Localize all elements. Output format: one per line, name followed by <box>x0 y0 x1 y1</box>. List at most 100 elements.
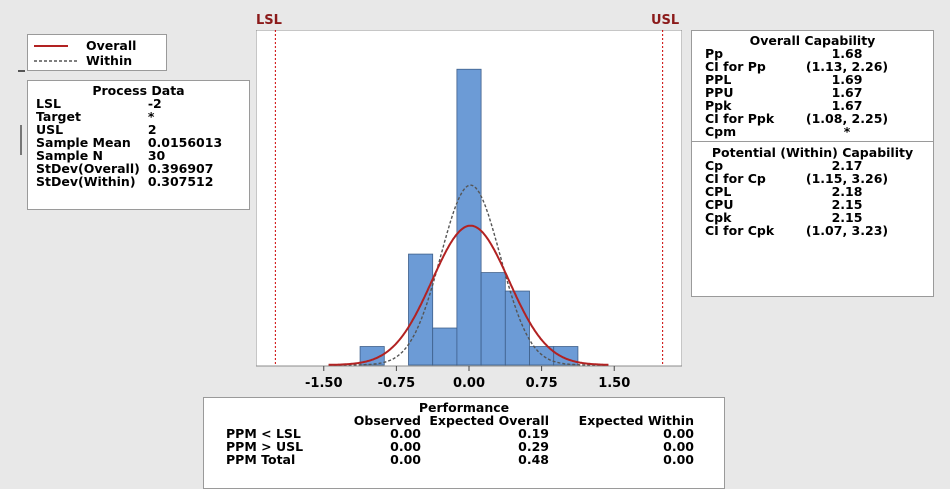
process-data-row: LSL -2 <box>36 97 241 110</box>
performance-cell: 0.29 <box>518 439 549 454</box>
potential-capability-label: Cp <box>705 158 724 173</box>
process-data-label: LSL <box>36 96 61 111</box>
overall-capability-label: Pp <box>705 46 724 61</box>
within-line-swatch <box>34 59 78 62</box>
x-tick-label: 1.50 <box>598 376 630 391</box>
potential-capability-row: Cp 2.17 <box>705 159 933 172</box>
performance-row: PPM Total 0.00 0.48 0.00 <box>204 453 724 466</box>
performance-cell: 0.48 <box>518 452 549 467</box>
overall-capability-label: Ppk <box>705 98 732 113</box>
legend: Overall Within <box>27 34 167 71</box>
within-curve <box>328 184 609 366</box>
performance-header-cell: Expected Within <box>578 413 694 428</box>
overall-capability-label: PPU <box>705 85 734 100</box>
process-data-row: Target * <box>36 110 241 123</box>
process-data-label: USL <box>36 122 64 137</box>
potential-capability-row: CI for Cp (1.15, 3.26) <box>705 172 933 185</box>
overall-capability-row: PPL 1.69 <box>705 73 933 86</box>
process-data-label: Target <box>36 109 81 124</box>
potential-capability-row: CPL 2.18 <box>705 185 933 198</box>
histogram-bar <box>408 253 434 366</box>
performance-cell: PPM > USL <box>226 439 304 454</box>
overall-capability-value: (1.08, 2.25) <box>805 111 889 126</box>
potential-capability-row: CI for Cpk (1.07, 3.23) <box>705 224 933 237</box>
potential-capability-value: (1.15, 3.26) <box>805 171 889 186</box>
histogram-bar <box>456 68 482 366</box>
usl-label: USL <box>651 13 680 28</box>
overall-capability-label: Cpm <box>705 124 737 139</box>
x-tick-label: -0.75 <box>378 376 415 391</box>
performance-header-row: Observed Expected Overall Expected Within <box>204 414 724 427</box>
capability-divider <box>692 141 933 142</box>
overall-capability-value: 1.67 <box>831 98 863 113</box>
potential-capability-row: CPU 2.15 <box>705 198 933 211</box>
histogram-bar <box>480 272 506 366</box>
capability-histogram: -1.50 -0.75 0.00 0.75 1.50 <box>256 30 682 391</box>
potential-capability-value: 2.15 <box>831 197 863 212</box>
overall-capability-value: 1.69 <box>831 72 863 87</box>
histogram-bar <box>359 346 385 366</box>
potential-capability-label: CI for Cp <box>705 171 766 186</box>
potential-capability-row: Cpk 2.15 <box>705 211 933 224</box>
overall-capability-row: PPU 1.67 <box>705 86 933 99</box>
performance-header-cell: Expected Overall <box>429 413 549 428</box>
performance-header-cell: Observed <box>353 413 421 428</box>
histogram-bar <box>432 327 458 366</box>
process-data-row: StDev(Within) 0.307512 <box>36 175 241 188</box>
potential-capability-value: 2.17 <box>831 158 863 173</box>
capability-table: Overall Capability Pp 1.68 CI for Pp (1.13,… <box>691 30 934 297</box>
performance-row: PPM < LSL 0.00 0.19 0.00 <box>204 427 724 440</box>
legend-within-label: Within <box>86 53 133 68</box>
performance-rows: Observed Expected Overall Expected Within P… <box>204 414 724 466</box>
performance-title: Performance <box>418 400 510 415</box>
overall-capability-value: * <box>843 124 851 139</box>
process-data-value: * <box>147 109 155 124</box>
process-data-value: 30 <box>147 148 166 163</box>
performance-cell: 0.00 <box>663 452 694 467</box>
process-data-label: Sample Mean <box>36 135 131 150</box>
performance-cell: 0.00 <box>390 426 421 441</box>
process-data-row: StDev(Overall) 0.396907 <box>36 162 241 175</box>
histogram-bar <box>504 290 530 366</box>
overall-capability-label: CI for Pp <box>705 59 766 74</box>
x-tick-label: -1.50 <box>305 376 342 391</box>
process-data-row: Sample Mean 0.0156013 <box>36 136 241 149</box>
clipped-left-edge <box>0 0 28 489</box>
performance-cell: 0.00 <box>390 439 421 454</box>
overall-capability-title: Overall Capability <box>749 33 876 48</box>
overall-capability-value: 1.68 <box>831 46 863 61</box>
performance-cell: PPM < LSL <box>226 426 301 441</box>
legend-overall-label: Overall <box>86 38 137 53</box>
process-data-rows: LSL -2 Target * USL 2 Sample Mean 0.0156013 Samp… <box>36 97 241 188</box>
overall-capability-label: PPL <box>705 72 732 87</box>
performance-row: PPM > USL 0.00 0.29 0.00 <box>204 440 724 453</box>
overall-curve <box>328 224 609 366</box>
potential-capability-label: Cpk <box>705 210 732 225</box>
performance-cell: 0.00 <box>663 426 694 441</box>
potential-capability-rows: Cp 2.17 CI for Cp (1.15, 3.26) CPL 2.18 CPU 2.1… <box>692 159 933 237</box>
lsl-label: LSL <box>256 13 282 28</box>
process-data-row: Sample N 30 <box>36 149 241 162</box>
potential-capability-label: CPL <box>705 184 732 199</box>
overall-capability-row: Cpm * <box>705 125 933 138</box>
process-data-table: Process Data LSL -2 Target * USL 2 Sample Mean… <box>27 80 250 210</box>
process-data-value: 0.396907 <box>147 161 214 176</box>
performance-cell: 0.00 <box>390 452 421 467</box>
overall-capability-row: Ppk 1.67 <box>705 99 933 112</box>
overall-capability-row: CI for Pp (1.13, 2.26) <box>705 60 933 73</box>
process-data-title: Process Data <box>92 83 185 98</box>
overall-capability-label: CI for Ppk <box>705 111 775 126</box>
process-data-value: 0.307512 <box>147 174 214 189</box>
potential-capability-title: Potential (Within) Capability <box>711 145 914 160</box>
overall-capability-row: CI for Ppk (1.08, 2.25) <box>705 112 933 125</box>
potential-capability-value: 2.15 <box>831 210 863 225</box>
process-data-label: StDev(Overall) <box>36 161 140 176</box>
performance-cell: 0.00 <box>663 439 694 454</box>
process-data-value: 2 <box>147 122 157 137</box>
process-data-label: StDev(Within) <box>36 174 136 189</box>
process-data-row: USL 2 <box>36 123 241 136</box>
overall-capability-value: (1.13, 2.26) <box>805 59 889 74</box>
potential-capability-value: (1.07, 3.23) <box>805 223 889 238</box>
process-data-label: Sample N <box>36 148 103 163</box>
potential-capability-label: CPU <box>705 197 734 212</box>
